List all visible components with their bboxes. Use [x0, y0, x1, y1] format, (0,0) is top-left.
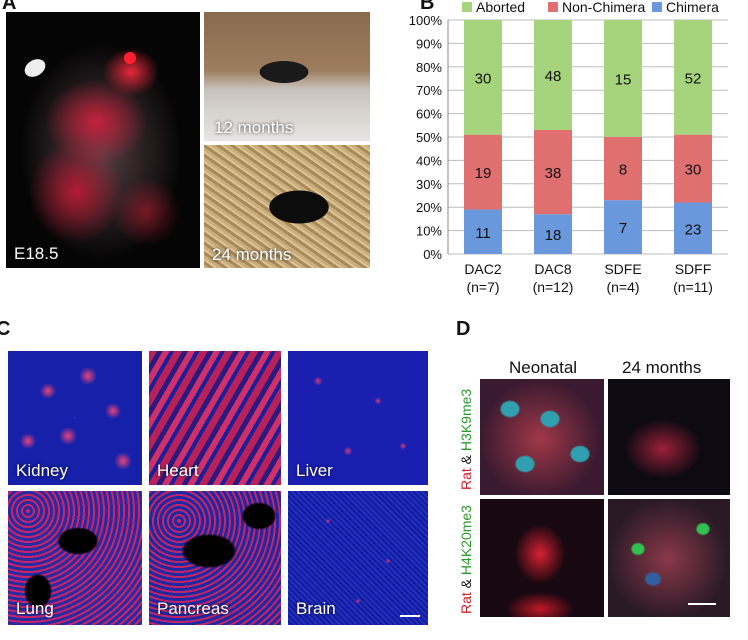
bar-value-label: 38: [545, 165, 562, 182]
tissue-brain-image: Brain: [288, 491, 428, 625]
bar-segment-chimera: [464, 209, 502, 254]
column-label-24-months: 24 months: [622, 358, 702, 377]
mouse-24-months-photo: 24 months: [204, 145, 370, 268]
bar-value-label: 52: [685, 70, 702, 87]
x-category-sublabel: (n=11): [673, 279, 713, 295]
legend-swatch: [652, 2, 662, 12]
x-category-label: DAC2: [464, 261, 502, 277]
bar-value-label: 7: [619, 220, 627, 237]
y-tick-label: 10%: [416, 224, 442, 239]
bar-segment-chimera: [534, 214, 572, 254]
bar-segment-chimera: [604, 200, 642, 254]
bar-segment-aborted: [534, 20, 572, 130]
y-tick-label: 50%: [416, 130, 442, 145]
tissue-label-heart: Heart: [157, 461, 199, 480]
bar-value-label: 30: [685, 162, 702, 179]
bar-segment-aborted: [674, 20, 712, 135]
scale-bar-c: [400, 615, 420, 617]
row1-ampersand: &: [458, 451, 474, 469]
bar-value-label: 19: [475, 165, 492, 182]
neonatal-h3k9me3-image: [480, 379, 604, 495]
bar-value-label: 18: [545, 227, 562, 244]
tissue-label-liver: Liver: [296, 461, 333, 480]
bar-segment-non-chimera: [604, 137, 642, 201]
y-tick-label: 90%: [416, 36, 442, 51]
y-tick-label: 20%: [416, 200, 442, 215]
y-tick-label: 70%: [416, 83, 442, 98]
24-months-h4k20me3-image: [608, 499, 730, 617]
panel-letter-a: A: [2, 0, 17, 14]
row2-rat-label: Rat: [458, 592, 474, 614]
x-category-label: DAC8: [534, 261, 572, 277]
row1-marker-label: H3K9me3: [458, 388, 474, 452]
legend-swatch: [548, 2, 558, 12]
mouse-24-months-label: 24 months: [212, 245, 292, 264]
y-tick-label: 30%: [416, 177, 442, 192]
tissue-lung-image: Lung: [8, 491, 142, 625]
embryo-stage-label: E18.5: [14, 244, 59, 263]
chart-svg: 0% 10% 20% 30% 40% 50% 60% 70% 80% 90% 100% 11 19 30 D…: [409, 0, 728, 295]
y-tick-label: 80%: [416, 60, 442, 75]
chimera-stacked-bar-chart: 0% 10% 20% 30% 40% 50% 60% 70% 80% 90% 100% 11 19 30 D…: [396, 0, 736, 310]
row1-rat-label: Rat: [458, 468, 474, 490]
bar-segment-non-chimera: [534, 129, 572, 215]
x-category-sublabel: (n=12): [533, 279, 574, 295]
tissue-label-pancreas: Pancreas: [157, 599, 229, 618]
bar-value-label: 8: [619, 162, 627, 179]
row2-marker-label: H4K20me3: [458, 505, 474, 576]
row-label-h4k20me3: Rat & H4K20me3: [458, 505, 474, 614]
y-tick-label: 60%: [416, 107, 442, 122]
x-category-sublabel: (n=7): [466, 279, 499, 295]
x-category-label: SDFE: [604, 261, 641, 277]
row2-ampersand: &: [458, 575, 474, 593]
panel-letter-d: D: [456, 318, 471, 340]
y-tick-label: 40%: [416, 153, 442, 168]
x-category-label: SDFF: [675, 261, 712, 277]
panel-letter-c: C: [0, 318, 11, 340]
legend-swatch: [462, 2, 472, 12]
scale-bar-d: [688, 603, 716, 605]
mouse-12-months-photo: 12 months: [204, 12, 370, 141]
embryo-fluorescence-image: E18.5: [6, 12, 200, 268]
bar-segment-aborted: [464, 20, 502, 135]
tissue-pancreas-image: Pancreas: [149, 491, 281, 625]
legend-label: Aborted: [476, 0, 525, 15]
bar-value-label: 11: [475, 225, 491, 242]
bar-segment-non-chimera: [674, 134, 712, 203]
bar-value-label: 30: [475, 70, 492, 87]
tissue-liver-image: Liver: [288, 351, 428, 485]
bar-segment-chimera: [674, 202, 712, 254]
tissue-label-brain: Brain: [296, 599, 336, 618]
panel-letter-b: B: [420, 0, 435, 14]
embryo-eye-reflection: [21, 55, 49, 81]
tissue-kidney-image: Kidney: [8, 351, 142, 485]
tissue-label-lung: Lung: [16, 599, 54, 618]
bar-segment-non-chimera: [464, 134, 502, 210]
column-label-neonatal: Neonatal: [509, 358, 578, 377]
x-category-sublabel: (n=4): [606, 279, 639, 295]
row-label-h3k9me3: Rat & H3K9me3: [458, 389, 474, 490]
y-tick-label: 0%: [423, 247, 442, 262]
bar-value-label: 15: [615, 72, 632, 89]
24-months-h3k9me3-image: [608, 379, 730, 495]
legend-label: Non-Chimera: [562, 0, 645, 15]
neonatal-h4k20me3-image: [480, 499, 604, 617]
tissue-label-kidney: Kidney: [16, 461, 68, 480]
tissue-heart-image: Heart: [149, 351, 281, 485]
legend-label: Chimera: [666, 0, 719, 15]
bar-segment-aborted: [604, 20, 642, 137]
y-tick-label: 100%: [409, 13, 443, 28]
embryo-eye: [124, 52, 136, 64]
bar-value-label: 48: [545, 68, 562, 85]
mouse-12-months-label: 12 months: [214, 118, 294, 137]
bar-value-label: 23: [685, 221, 702, 238]
